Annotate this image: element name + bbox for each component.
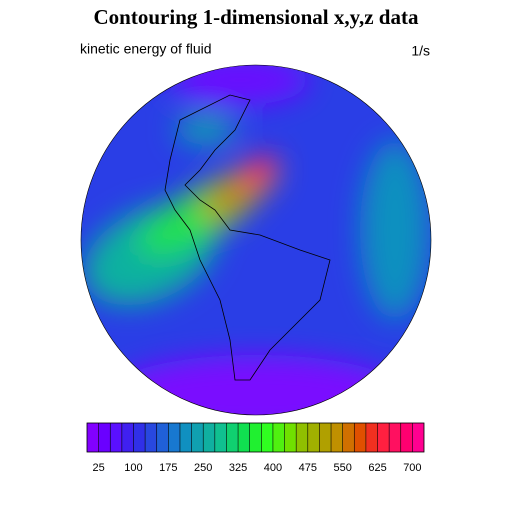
colorbar-box: [284, 423, 297, 452]
colorbar-label: 700: [403, 462, 421, 474]
colorbar-label: 325: [229, 462, 247, 474]
colorbar-box: [331, 423, 343, 452]
colorbar-label: 400: [264, 462, 282, 474]
colorbar-label: 625: [368, 462, 386, 474]
colorbar-box: [377, 423, 390, 452]
colorbar-box: [191, 423, 204, 452]
colorbar-box: [365, 423, 378, 452]
colorbar-box: [238, 423, 250, 452]
colorbar-label: 550: [333, 462, 351, 474]
colorbar-box: [121, 423, 134, 452]
colorbar-box: [319, 423, 332, 452]
colorbar-box: [98, 423, 111, 452]
title: Contouring 1-dimensional x,y,z data: [94, 5, 419, 29]
colorbar-box: [226, 423, 239, 452]
colorbar-box: [179, 423, 192, 452]
colorbar-box: [412, 423, 424, 452]
colorbar-box: [145, 423, 157, 452]
colorbar-box: [168, 423, 180, 452]
globe-field: [81, 65, 431, 415]
colorbar-box: [307, 423, 320, 452]
colorbar-label: 250: [194, 462, 212, 474]
colorbar-box: [87, 423, 99, 452]
left-string: kinetic energy of fluid: [80, 41, 212, 57]
colorbar-box: [261, 423, 273, 452]
colorbar-box: [110, 423, 122, 452]
colorbar-box: [203, 423, 215, 452]
colorbar-box: [249, 423, 262, 452]
colorbar-box: [342, 423, 355, 452]
colorbar-label: 100: [124, 462, 142, 474]
colorbar-box: [214, 423, 227, 452]
colorbar-box: [156, 423, 169, 452]
colorbar-box: [400, 423, 413, 452]
colorbar-box: [354, 423, 366, 452]
colorbar: 25 100 175 250 325 400 475 550 625 700: [86, 422, 425, 474]
colorbar-label: 175: [159, 462, 177, 474]
globe-outline: [80, 64, 432, 416]
colorbar-label: 25: [92, 462, 104, 474]
colorbar-box: [296, 423, 308, 452]
colorbar-box: [272, 423, 285, 452]
colorbar-frame: [86, 422, 425, 453]
colorbar-label: 475: [299, 462, 317, 474]
colorbar-box: [389, 423, 401, 452]
colorbar-box: [133, 423, 146, 452]
right-string: 1/s: [411, 43, 430, 59]
